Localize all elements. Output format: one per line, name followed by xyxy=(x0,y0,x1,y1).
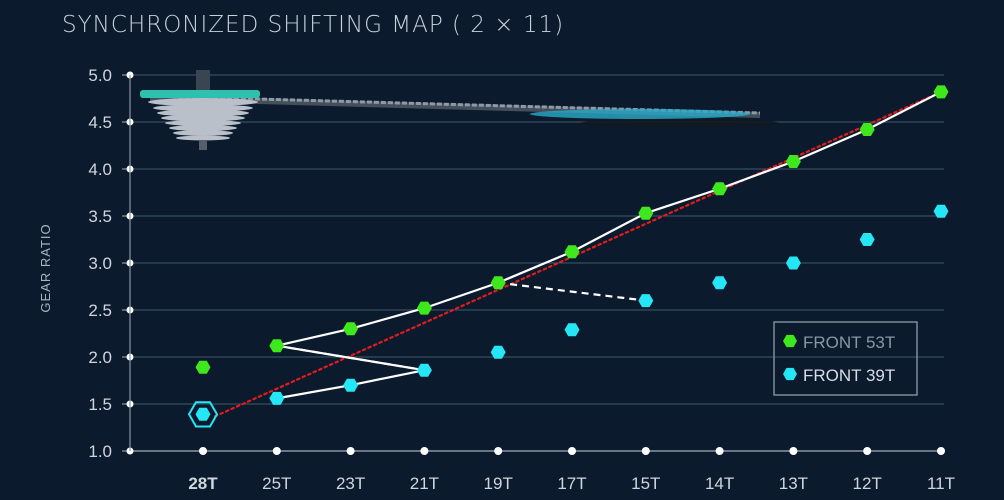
shift-path xyxy=(276,90,942,400)
x-tick-dot xyxy=(494,447,503,455)
legend-label-39t: FRONT 39T xyxy=(803,366,895,385)
x-tick-label: 23T xyxy=(336,474,365,493)
point-front-39t xyxy=(933,204,949,218)
point-front-53t xyxy=(712,182,728,196)
point-front-39t xyxy=(638,294,654,308)
point-front-39t xyxy=(785,256,801,270)
point-front-53t xyxy=(638,206,654,220)
point-front-53t xyxy=(490,276,506,290)
x-tick-dot xyxy=(789,447,798,455)
x-tick-label: 14T xyxy=(705,474,734,493)
x-tick-label: 19T xyxy=(484,474,513,493)
point-front-53t xyxy=(416,301,432,315)
cassette-chain-illustration xyxy=(140,70,780,150)
legend-marker-39t xyxy=(783,367,797,381)
x-tick-dot xyxy=(568,447,576,455)
x-tick-dot xyxy=(641,447,650,455)
x-tick-dot xyxy=(715,447,724,455)
x-tick-dot xyxy=(420,447,429,455)
y-tick-label: 4.0 xyxy=(88,160,112,179)
chart-title: SYNCHRONIZED SHIFTING MAP ( 2 × 11) xyxy=(62,12,565,38)
y-tick-label: 1.0 xyxy=(88,442,112,461)
current-gear-marker xyxy=(187,401,219,428)
x-tick-label: 15T xyxy=(631,474,660,493)
point-front-39t xyxy=(564,323,580,337)
y-tick-label: 3.5 xyxy=(88,207,112,226)
point-front-39t xyxy=(195,407,211,421)
y-tick-label: 4.5 xyxy=(88,113,112,132)
x-tick-dot xyxy=(272,447,281,455)
point-front-53t xyxy=(564,245,580,259)
legend-marker-53t xyxy=(783,334,797,348)
point-front-39t xyxy=(343,378,359,392)
data-points xyxy=(187,85,949,428)
x-tick-label: 17T xyxy=(557,474,586,493)
point-front-39t xyxy=(269,391,285,405)
shift-path-line xyxy=(276,90,942,400)
y-tick-label: 2.5 xyxy=(88,301,112,320)
point-front-39t xyxy=(712,276,728,290)
x-tick-label: 11T xyxy=(927,474,955,493)
grid-lines xyxy=(130,74,944,452)
x-tick-dot xyxy=(937,447,945,455)
y-tick-label: 1.5 xyxy=(88,395,112,414)
x-tick-label: 21T xyxy=(410,474,439,493)
y-axis: 1.0 1.5 2.0 2.5 3.0 3.5 4.0 4.5 5.0 xyxy=(88,66,134,461)
legend: FRONT 53T FRONT 39T xyxy=(773,321,918,396)
point-front-53t xyxy=(269,339,285,353)
x-tick-label: 12T xyxy=(853,474,882,493)
x-tick-label: 25T xyxy=(262,474,291,493)
x-tick-label: 13T xyxy=(779,474,808,493)
legend-label-53t: FRONT 53T xyxy=(803,333,895,352)
x-tick-dot xyxy=(199,447,207,455)
y-tick-label: 3.0 xyxy=(88,254,112,273)
point-front-53t xyxy=(933,85,949,99)
y-tick-label: 2.0 xyxy=(88,348,112,367)
x-tick-dot xyxy=(863,447,872,455)
point-front-53t xyxy=(195,360,211,374)
legend-box xyxy=(773,321,918,396)
x-tick-label: 28T xyxy=(188,474,218,493)
point-front-53t xyxy=(343,322,359,336)
x-axis: 28T 25T 23T 21T 19T 17T 15T 14T 13T 12T 11T xyxy=(188,447,955,493)
shift-link-dashed xyxy=(498,281,646,302)
point-front-39t xyxy=(490,345,506,359)
y-axis-label: GEAR RATIO xyxy=(38,223,53,312)
point-front-39t xyxy=(416,363,432,377)
x-tick-dot xyxy=(346,447,355,455)
point-front-39t xyxy=(859,233,875,246)
point-front-53t xyxy=(859,123,875,136)
point-front-53t xyxy=(785,155,801,168)
y-tick-label: 5.0 xyxy=(88,66,112,85)
